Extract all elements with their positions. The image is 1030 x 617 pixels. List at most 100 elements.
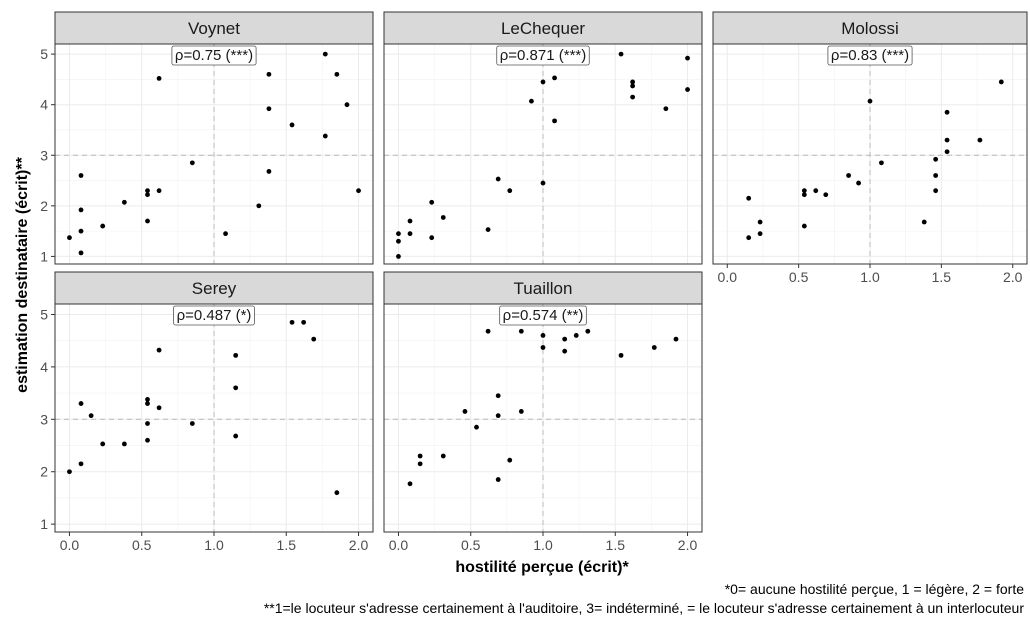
data-point (233, 433, 239, 439)
data-point (233, 352, 239, 358)
panel-tuaillon: Tuaillon ρ=0.574 (**) 0.0 0.5 1.0 1.5 2.0 (383, 271, 703, 553)
data-point (977, 137, 983, 143)
data-point (801, 223, 807, 229)
data-point (801, 188, 807, 194)
data-point (407, 231, 413, 237)
data-point (266, 71, 272, 77)
x-axis-title: hostilité perçue (écrit)* (455, 559, 629, 576)
data-point (266, 106, 272, 112)
correlation-label-box (827, 45, 913, 66)
data-point (540, 79, 546, 85)
data-point (651, 345, 657, 350)
data-point (801, 192, 807, 198)
x-tick-label: 0.0 (389, 537, 409, 553)
x-tick-label: 0.5 (789, 269, 809, 285)
data-point (585, 328, 591, 334)
data-point (823, 192, 829, 198)
strip-label: Molossi (841, 19, 899, 38)
y-tick-label: 3 (40, 411, 48, 427)
data-point (322, 51, 328, 57)
data-point (856, 180, 861, 186)
data-point (78, 173, 84, 178)
data-point (813, 188, 819, 194)
data-point (663, 106, 669, 112)
data-point (944, 149, 950, 155)
data-point (145, 396, 150, 402)
data-point (474, 424, 479, 430)
data-point (396, 238, 401, 244)
data-point (562, 348, 568, 354)
data-point (440, 453, 446, 459)
x-tick-label: 1.0 (860, 269, 880, 285)
data-point (507, 457, 513, 463)
data-point (223, 231, 228, 237)
strip-background (383, 271, 703, 305)
data-point (88, 413, 94, 419)
data-point (529, 98, 534, 104)
y-axis-title: estimation destinataire (écrit)** (14, 156, 31, 392)
data-point (846, 173, 851, 178)
data-point (552, 75, 557, 81)
data-point (944, 137, 950, 143)
data-point (78, 207, 84, 213)
data-point (344, 102, 350, 108)
data-point (266, 169, 272, 174)
facet-panels: Voynet ρ=0.75 (***) 1 2 3 4 5 LeChequer ρ=0.871 … (40, 11, 1028, 553)
x-tick-label: 1.5 (277, 537, 297, 553)
data-point (462, 409, 468, 414)
data-point (540, 345, 546, 350)
data-point (630, 79, 636, 85)
data-point (189, 160, 195, 166)
data-point (673, 336, 679, 342)
panel-voynet: Voynet ρ=0.75 (***) 1 2 3 4 5 (40, 11, 374, 265)
data-point (944, 109, 950, 115)
data-point (933, 156, 939, 162)
data-point (618, 51, 624, 57)
data-point (998, 79, 1004, 85)
strip-label: Serey (192, 279, 237, 298)
caption-line-2: **1=le locuteur s'adresse certainement à… (264, 600, 1025, 616)
data-point (145, 437, 150, 443)
y-tick-label: 1 (40, 248, 48, 264)
data-point (417, 461, 423, 467)
x-tick-label: 0.5 (461, 537, 481, 553)
data-point (485, 328, 491, 334)
y-tick-label: 4 (40, 359, 48, 375)
correlation-label-box (496, 45, 590, 66)
data-point (618, 352, 624, 358)
data-point (145, 218, 150, 224)
data-point (757, 231, 763, 237)
data-point (396, 231, 401, 237)
data-point (145, 401, 150, 406)
data-point (145, 188, 150, 194)
x-tick-label: 2.0 (349, 537, 369, 553)
data-point (334, 71, 340, 77)
data-point (233, 385, 239, 391)
data-point (289, 122, 295, 128)
data-point (78, 250, 84, 256)
data-point (485, 227, 491, 233)
data-point (630, 94, 636, 100)
data-point (562, 336, 568, 342)
x-tick-label: 0.0 (718, 269, 738, 285)
data-point (156, 405, 162, 411)
y-tick-label: 1 (40, 516, 48, 532)
data-point (746, 195, 752, 201)
data-point (145, 421, 150, 426)
data-point (518, 328, 524, 334)
correlation-label: ρ=0.83 (***) (831, 47, 909, 64)
strip-background (54, 11, 374, 45)
data-point (417, 453, 423, 459)
data-point (407, 481, 413, 487)
data-point (356, 188, 361, 194)
data-point (100, 441, 106, 447)
y-tick-label: 2 (40, 464, 48, 480)
data-point (121, 199, 127, 205)
correlation-label-box (499, 305, 587, 326)
panel-border (383, 43, 703, 265)
data-point (507, 188, 513, 194)
correlation-label-box (171, 45, 257, 66)
strip-label: Tuaillon (514, 279, 573, 298)
data-point (322, 133, 328, 139)
